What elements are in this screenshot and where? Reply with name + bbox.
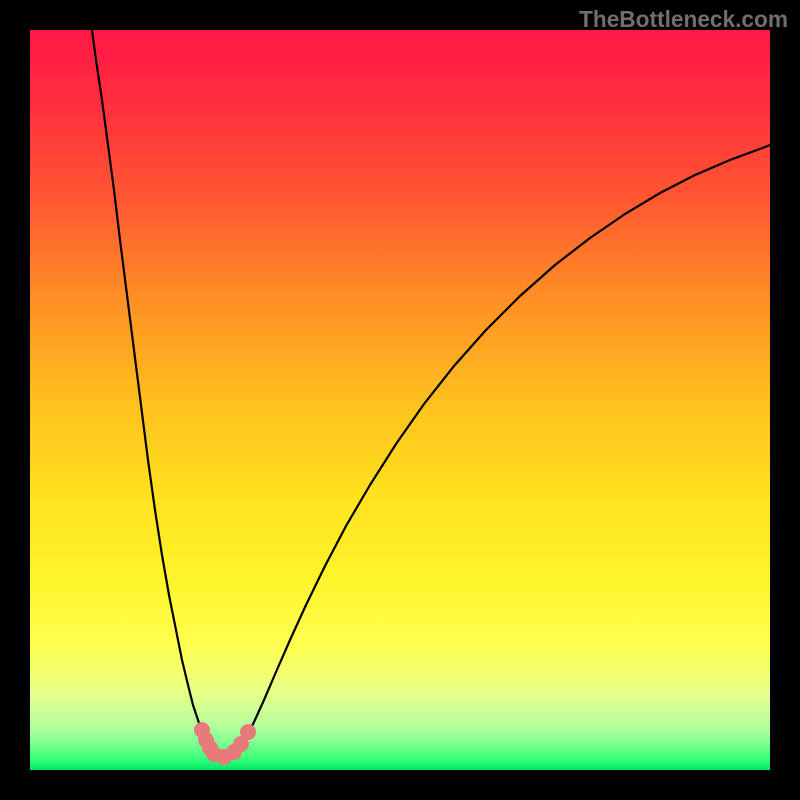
chart-frame: TheBottleneck.com [0,0,800,800]
marker-layer [30,30,770,770]
watermark-text: TheBottleneck.com [579,6,788,33]
data-marker [240,724,256,740]
plot-area [30,30,770,770]
